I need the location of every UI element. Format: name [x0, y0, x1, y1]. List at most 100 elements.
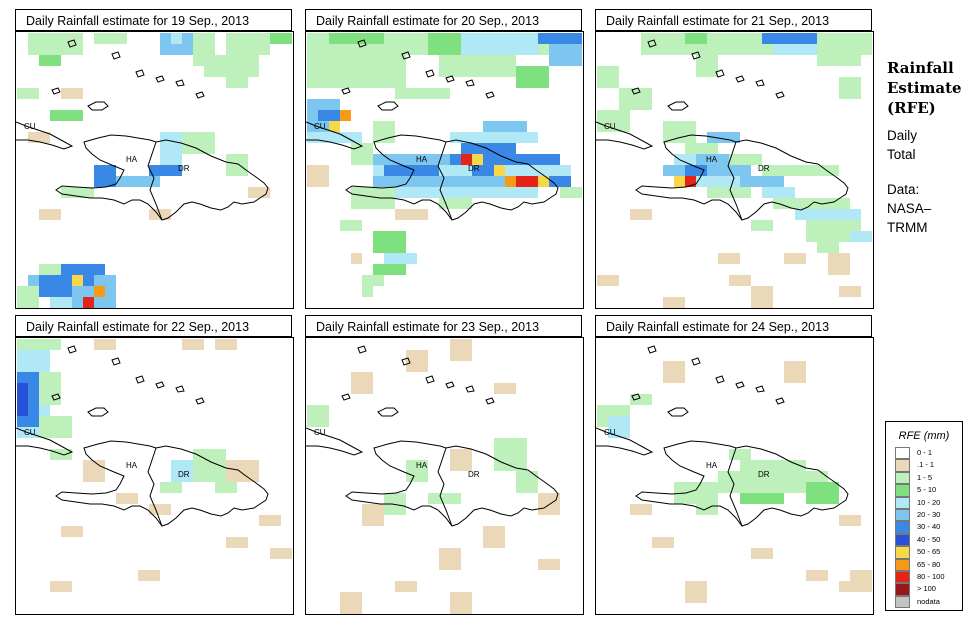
rainfall-cell — [307, 77, 318, 88]
panel-title: Daily Rainfall estimate for 23 Sep., 201… — [305, 315, 582, 337]
rainfall-cell — [571, 33, 582, 44]
rainfall-cell — [182, 33, 193, 44]
rainfall-cell — [83, 471, 94, 482]
rainfall-cell — [861, 581, 872, 592]
rainfall-cell — [762, 548, 773, 559]
rainfall-cell — [428, 187, 439, 198]
rainfall-cell — [340, 66, 351, 77]
rainfall-cell — [384, 176, 395, 187]
rainfall-cell — [461, 143, 472, 154]
rainfall-cell — [817, 44, 828, 55]
haiti-dr-border — [727, 141, 743, 221]
rainfall-cell — [83, 275, 94, 286]
rainfall-cell — [707, 187, 718, 198]
rainfall-cell — [318, 33, 329, 44]
rainfall-cell — [674, 482, 685, 493]
rainfall-cell — [373, 77, 384, 88]
rainfall-cell — [351, 55, 362, 66]
rainfall-cell — [406, 209, 417, 220]
rainfall-cell — [608, 66, 619, 77]
rainfall-cell — [718, 132, 729, 143]
rainfall-cell — [450, 559, 461, 570]
rainfall-cell — [83, 264, 94, 275]
rainfall-cell — [850, 55, 861, 66]
rainfall-cell — [215, 339, 226, 350]
rainfall-cell — [406, 361, 417, 372]
island-outline — [425, 69, 435, 78]
rainfall-cell — [50, 372, 61, 383]
rainfall-cell — [50, 416, 61, 427]
cuba-label: CU — [604, 122, 616, 131]
legend-swatch — [895, 471, 910, 485]
rainfall-cell — [171, 143, 182, 154]
legend-swatch — [895, 546, 910, 559]
rainfall-cell — [472, 143, 483, 154]
rainfall-cell — [685, 176, 696, 187]
island-outline — [87, 407, 109, 417]
rainfall-cell — [494, 383, 505, 394]
legend-row: 30 - 40 — [895, 521, 962, 534]
rainfall-cell — [39, 44, 50, 55]
rainfall-cell — [461, 165, 472, 176]
rainfall-cell — [237, 537, 248, 548]
rainfall-cell — [248, 460, 259, 471]
rainfall-cell — [450, 493, 461, 504]
rainfall-cell — [17, 286, 28, 297]
rainfall-cell — [806, 33, 817, 44]
rainfall-cell — [461, 44, 472, 55]
rainfall-cell — [707, 154, 718, 165]
rainfall-cell — [439, 559, 450, 570]
rainfall-cell — [215, 449, 226, 460]
rainfall-map-panel: Daily Rainfall estimate for 23 Sep., 201… — [305, 315, 584, 615]
rainfall-cell — [362, 187, 373, 198]
rainfall-cell — [619, 88, 630, 99]
rainfall-cell — [685, 44, 696, 55]
rainfall-cell — [740, 471, 751, 482]
side-line-data: Data: — [887, 182, 920, 197]
rainfall-cell — [226, 154, 237, 165]
rainfall-cell — [784, 33, 795, 44]
rainfall-cell — [105, 33, 116, 44]
rainfall-cell — [237, 77, 248, 88]
rainfall-cell — [729, 132, 740, 143]
island-outline — [425, 375, 435, 384]
rainfall-cell — [395, 493, 406, 504]
haiti-dr-border — [437, 141, 453, 221]
rainfall-cell — [61, 297, 72, 308]
island-outline — [377, 101, 399, 111]
rainfall-cell — [259, 33, 270, 44]
rainfall-cell — [619, 405, 630, 416]
rainfall-cell — [674, 44, 685, 55]
rainfall-cell — [494, 438, 505, 449]
rainfall-cell — [439, 176, 450, 187]
cuba-outline — [596, 121, 654, 150]
legend-label: 5 - 10 — [917, 485, 937, 495]
map-canvas: CU HA DR — [306, 339, 560, 614]
rainfall-cell — [538, 176, 549, 187]
rainfall-cell — [428, 44, 439, 55]
rainfall-cell — [461, 460, 472, 471]
rainfall-cell — [72, 286, 83, 297]
rainfall-cell — [527, 77, 538, 88]
rainfall-cell — [762, 33, 773, 44]
rainfall-cell — [171, 165, 182, 176]
rainfall-cell — [505, 187, 516, 198]
rainfall-cell — [494, 132, 505, 143]
legend-swatch — [895, 459, 910, 472]
map-canvas: CU HA DR — [16, 339, 292, 592]
rainfall-cell — [362, 143, 373, 154]
rainfall-cell — [652, 33, 663, 44]
rainfall-cell — [307, 66, 318, 77]
haiti-label: HA — [126, 461, 138, 470]
panel-title: Daily Rainfall estimate for 24 Sep., 201… — [595, 315, 872, 337]
rainfall-cell — [417, 44, 428, 55]
rainfall-cell — [39, 350, 50, 361]
rainfall-cell — [17, 88, 28, 99]
rainfall-cell — [373, 187, 384, 198]
island-outline — [67, 345, 77, 354]
rainfall-cell — [839, 209, 850, 220]
legend-row: 10 - 20 — [895, 496, 962, 509]
rainfall-cell — [597, 77, 608, 88]
rainfall-cell — [384, 77, 395, 88]
rainfall-cell — [406, 33, 417, 44]
